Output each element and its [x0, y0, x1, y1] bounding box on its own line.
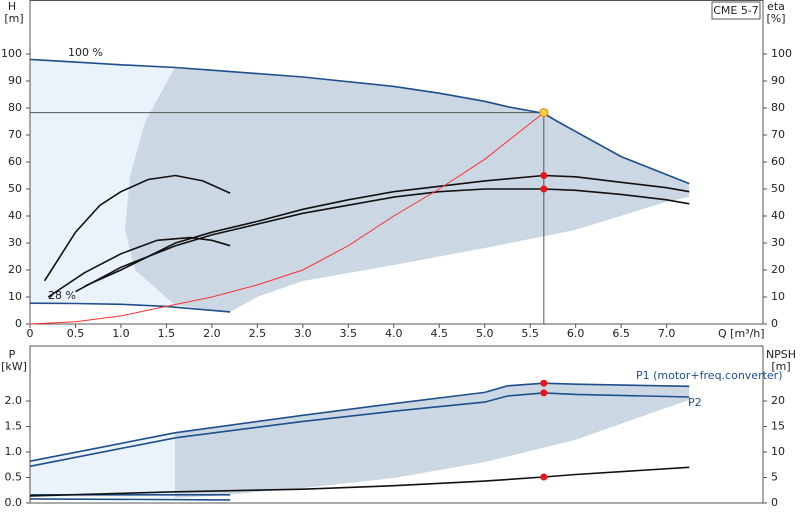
y-tick-label: 90 [8, 74, 22, 87]
x-tick-label: 4.0 [385, 327, 403, 340]
y2-tick-label: 80 [771, 101, 785, 114]
curve [29, 112, 545, 325]
x-tick-label: 1.5 [158, 327, 176, 340]
curve [29, 382, 690, 462]
x-tick-label: 3.0 [294, 327, 312, 340]
y2-tick-label: 10 [771, 445, 785, 458]
y2-tick-label: 15 [771, 420, 785, 433]
power-range-light [30, 433, 175, 498]
y-tick-label: 50 [8, 182, 22, 195]
annotation: 28 % [48, 289, 76, 302]
y-tick-label: 2.0 [5, 394, 23, 407]
y-tick-label: 80 [8, 101, 22, 114]
y-tick-label: 10 [8, 290, 22, 303]
series-label: P2 [688, 396, 702, 409]
y-tick-label: 30 [8, 236, 22, 249]
power-range [175, 383, 689, 498]
x-tick-label: 2.0 [203, 327, 221, 340]
y2-tick-label: 90 [771, 74, 785, 87]
x-tick-label: 2.5 [249, 327, 267, 340]
x-tick-label: 5.0 [476, 327, 494, 340]
x-tick-label: 5.5 [521, 327, 539, 340]
x-tick-label: 3.5 [340, 327, 358, 340]
y-unit: [m] [4, 12, 23, 25]
operating-point [540, 389, 548, 397]
y2-unit: [%] [766, 12, 785, 25]
curve [29, 498, 231, 501]
y-tick-label: 0 [15, 317, 22, 330]
y2-tick-label: 70 [771, 128, 785, 141]
y-unit: [kW] [1, 360, 27, 373]
y2-tick-label: 20 [771, 263, 785, 276]
y2-tick-label: 30 [771, 236, 785, 249]
y-tick-label: 100 [1, 47, 22, 60]
plot-frame [29, 345, 764, 504]
model-box [711, 1, 761, 20]
duty-point [539, 108, 549, 118]
curve [75, 188, 690, 293]
y2-tick-label: 60 [771, 155, 785, 168]
curve [47, 236, 231, 298]
y2-tick-label: 100 [771, 47, 792, 60]
operating-point [540, 172, 548, 179]
y-tick-label: 1.0 [5, 445, 23, 458]
y-tick-label: 60 [8, 155, 22, 168]
operating-point [540, 185, 548, 193]
curve [29, 58, 690, 185]
x-tick-label: 1.0 [112, 327, 130, 340]
x-tick-label: 4.5 [430, 327, 448, 340]
y-tick-label: 20 [8, 263, 22, 276]
y2-tick-label: 0 [771, 496, 778, 509]
operating-range-light [30, 59, 175, 305]
operating-point [540, 473, 548, 481]
y2-tick-label: 5 [771, 471, 778, 484]
x-tick-label: 0.5 [67, 327, 85, 340]
y-tick-label: 1.5 [5, 420, 23, 433]
x-tick-label: 7.0 [658, 327, 676, 340]
curve [29, 302, 231, 313]
y2-tick-label: 50 [771, 182, 785, 195]
curve [43, 174, 231, 282]
y-tick-label: 70 [8, 128, 22, 141]
series-label: P1 (motor+freq.converter) [636, 369, 783, 382]
y-label: H [8, 0, 16, 13]
y-label: P [9, 348, 16, 361]
x-label: Q [m³/h] [718, 327, 765, 340]
y2-tick-label: 20 [771, 394, 785, 407]
y2-unit: [m] [771, 360, 790, 373]
y2-tick-label: 40 [771, 209, 785, 222]
curve [29, 466, 690, 497]
x-tick-label: 6.0 [567, 327, 585, 340]
operating-point [540, 379, 548, 387]
annotation: 100 % [68, 46, 103, 59]
y2-tick-label: 10 [771, 290, 785, 303]
curve [84, 174, 690, 287]
model-label: CME 5-7 [713, 4, 759, 17]
y2-label: eta [767, 0, 785, 13]
y2-tick-label: 0 [771, 317, 778, 330]
curve [29, 392, 690, 468]
y-tick-label: 0.5 [5, 471, 23, 484]
x-tick-label: 6.5 [612, 327, 630, 340]
x-tick-label: 0 [27, 327, 34, 340]
y-tick-label: 40 [8, 209, 22, 222]
y2-label: NPSH [766, 348, 796, 361]
y-tick-label: 0.0 [5, 496, 23, 509]
